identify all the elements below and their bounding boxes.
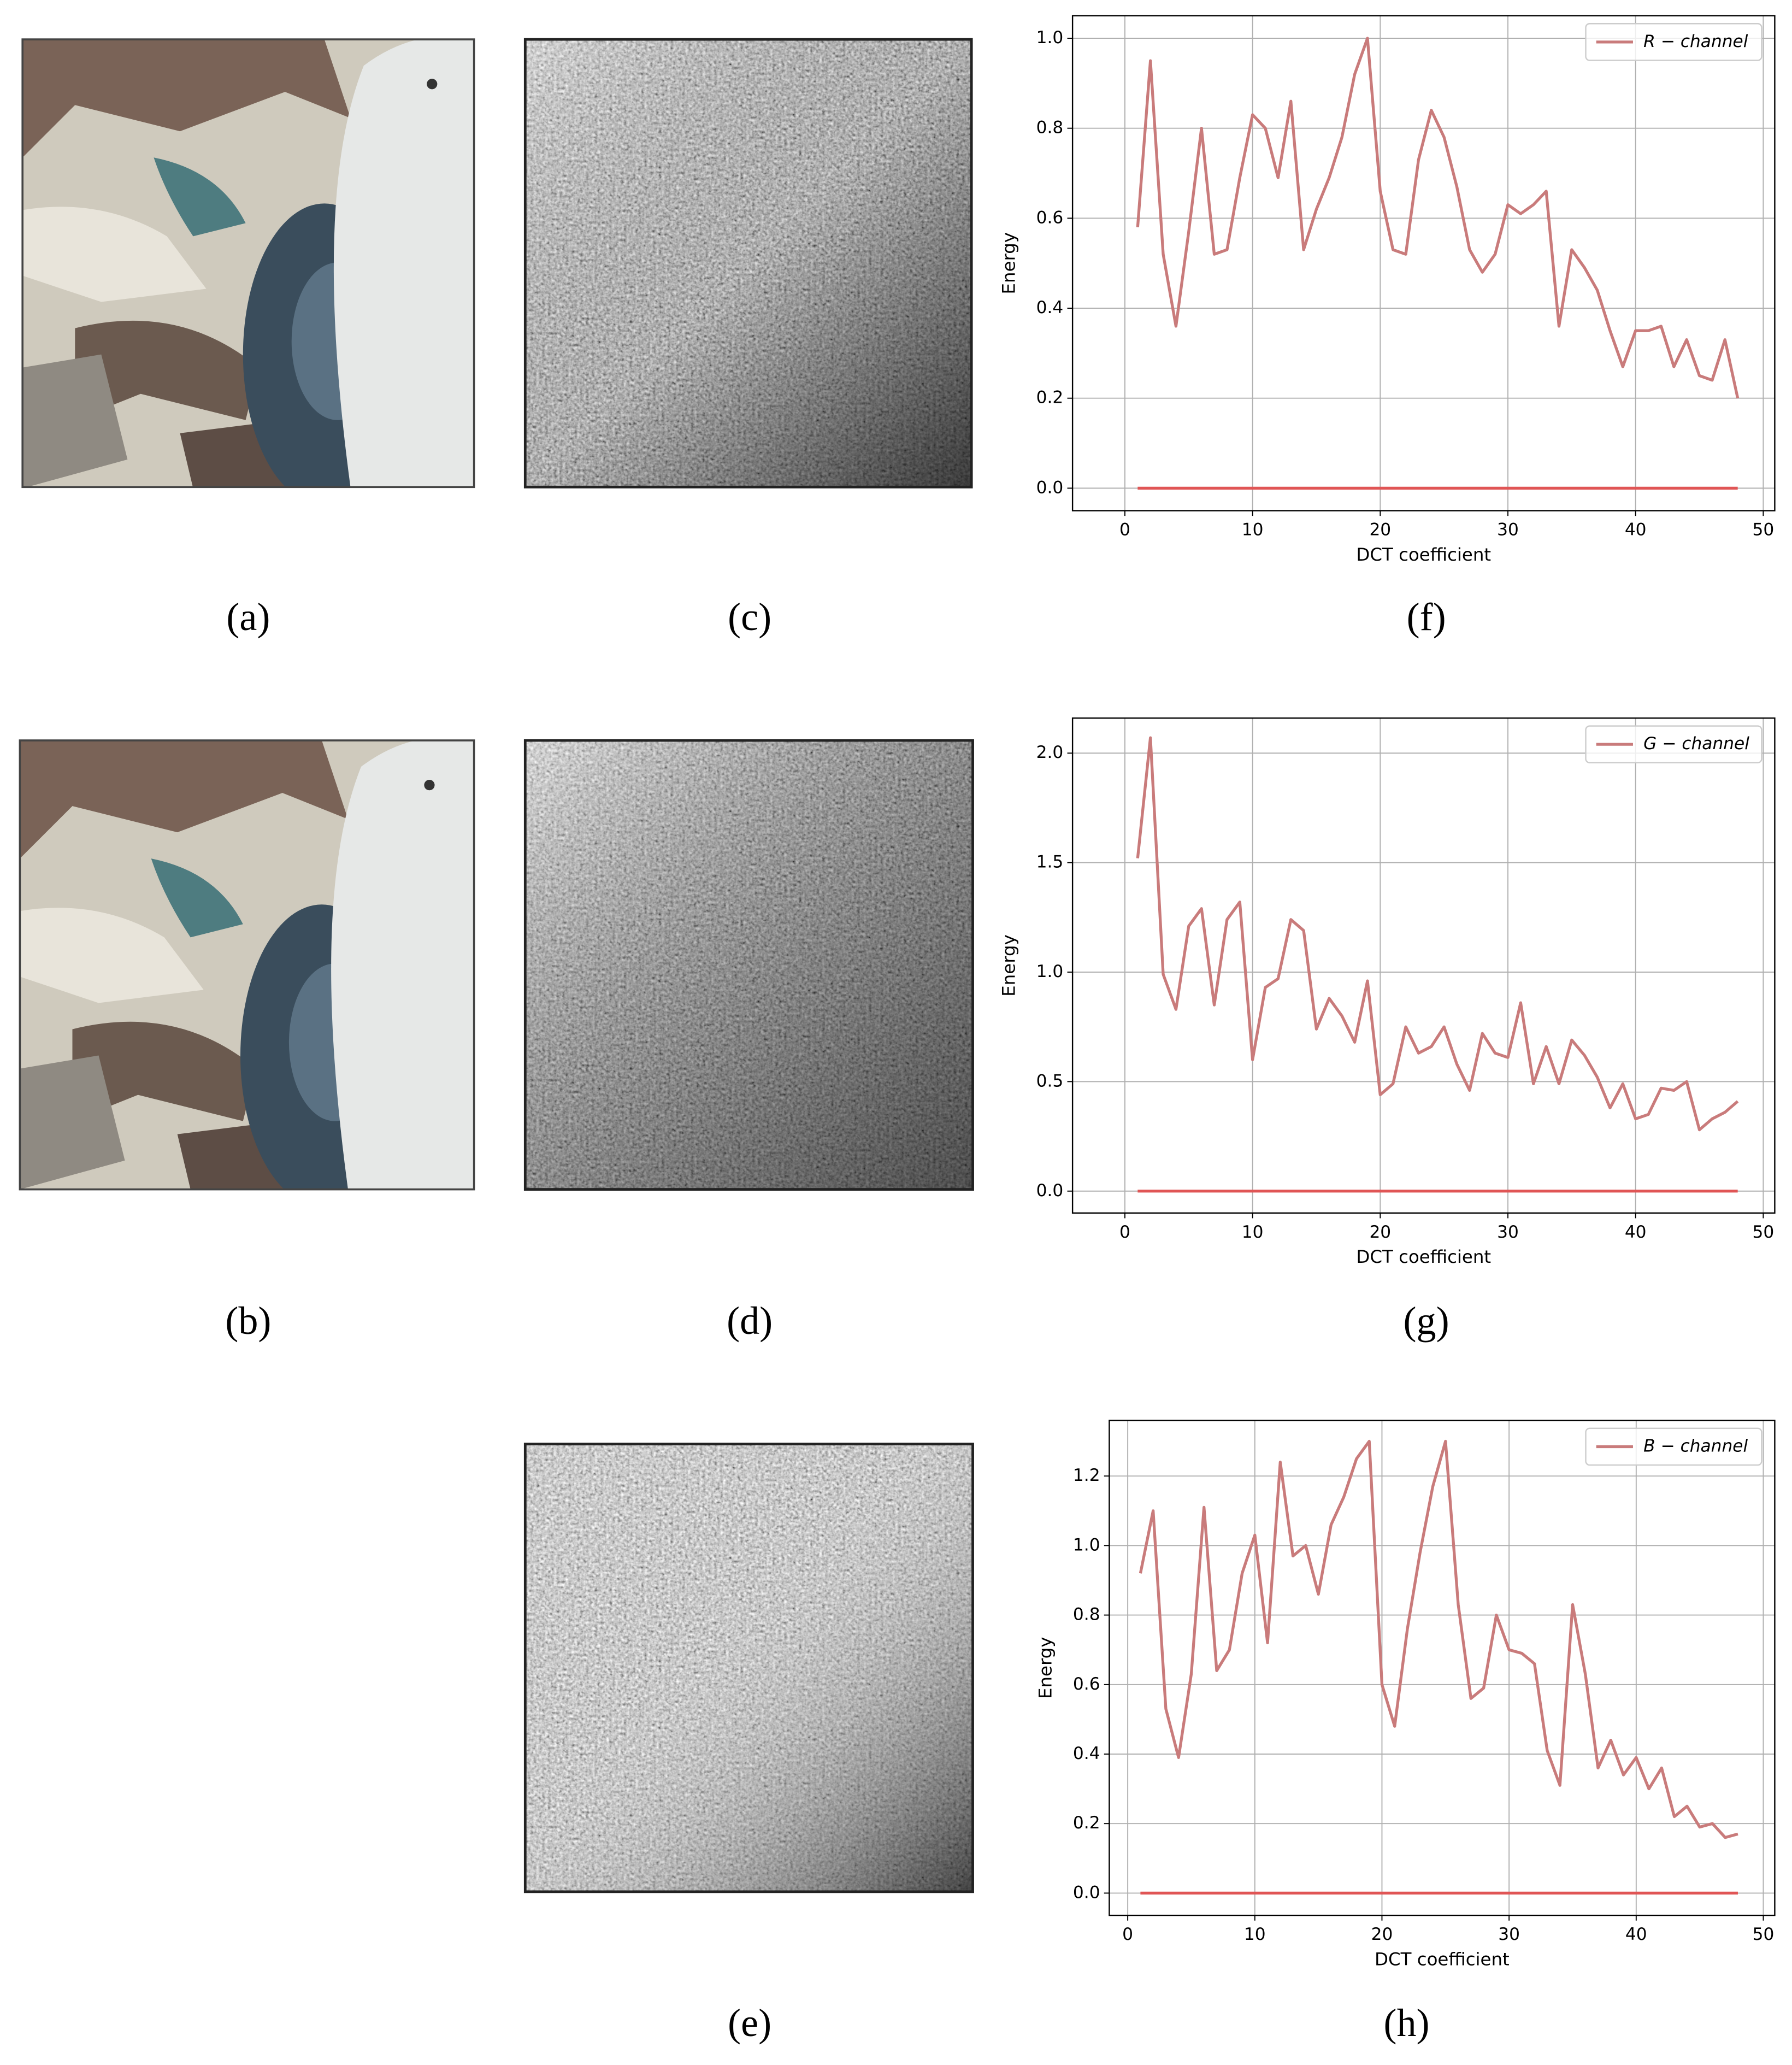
- x-tick-label: 10: [1242, 520, 1264, 540]
- noise-d: [523, 739, 974, 1191]
- axes-frame: [1071, 15, 1776, 511]
- y-tick-label: 0.8: [1036, 118, 1064, 138]
- y-tick-label: 0.0: [1036, 1181, 1064, 1201]
- x-tick-label: 0: [1119, 1222, 1130, 1242]
- y-tick-label: 0.0: [1036, 478, 1064, 497]
- y-tick-label: 1.0: [1036, 962, 1064, 981]
- x-axis-label: DCT coefficient: [1356, 544, 1491, 565]
- panel-label: (f): [1407, 595, 1446, 639]
- legend-entry: R − channel: [1643, 32, 1748, 51]
- series-line: [1136, 37, 1740, 399]
- legend-entry: B − channel: [1643, 1436, 1748, 1456]
- panel-label: (g): [1404, 1299, 1449, 1343]
- x-tick-label: 30: [1498, 1925, 1520, 1944]
- x-tick-label: 40: [1625, 520, 1647, 540]
- image-frame: [21, 38, 475, 489]
- x-axis-label: DCT coefficient: [1375, 1949, 1510, 1969]
- y-axis-label: Energy: [998, 934, 1019, 997]
- y-axis-label: Energy: [998, 232, 1019, 295]
- plot-area: [1072, 718, 1775, 1213]
- y-tick-label: 1.5: [1036, 852, 1064, 872]
- legend-box: [1585, 23, 1762, 61]
- photo-a: [22, 39, 474, 487]
- legend-entry: G − channel: [1643, 734, 1749, 754]
- y-tick-label: 0.2: [1036, 388, 1064, 408]
- x-tick-label: 30: [1497, 1222, 1519, 1242]
- y-axis-label: Energy: [1035, 1637, 1056, 1699]
- line-chart: 0.0 0.2 0.4 0.6 0.8 1.0 0 10 20 30 40 50 DCT coeffic…: [998, 15, 1776, 639]
- x-tick-label: 50: [1753, 520, 1775, 540]
- y-tick-label: 0.4: [1073, 1744, 1100, 1763]
- x-tick-label: 0: [1122, 1925, 1133, 1944]
- axes-frame: [1109, 1420, 1776, 1916]
- y-tick-label: 0.5: [1036, 1071, 1064, 1091]
- noise-e: [523, 1443, 974, 1893]
- panel-label: (e): [728, 2001, 771, 2045]
- y-tick-label: 1.0: [1036, 28, 1064, 48]
- x-tick-label: 0: [1119, 520, 1130, 540]
- plot-area: [1072, 15, 1775, 511]
- series-line: [1136, 736, 1739, 1132]
- legend-box: [1585, 1427, 1762, 1466]
- y-tick-label: 0.6: [1036, 208, 1064, 227]
- y-tick-label: 0.4: [1036, 298, 1064, 317]
- noise-c: [523, 38, 973, 489]
- x-axis-label: DCT coefficient: [1356, 1246, 1491, 1267]
- y-tick-label: 0.6: [1073, 1674, 1100, 1694]
- series-line: [1139, 1439, 1738, 1839]
- y-tick-label: 2.0: [1036, 743, 1064, 762]
- panel-label: (b): [225, 1299, 271, 1343]
- panel-label: (c): [728, 595, 771, 639]
- legend-box: [1585, 725, 1762, 764]
- x-tick-label: 20: [1369, 520, 1391, 540]
- panel-label: (a): [226, 595, 270, 639]
- y-tick-label: 0.8: [1073, 1605, 1100, 1625]
- x-tick-label: 10: [1244, 1925, 1266, 1944]
- panel-label: (h): [1384, 2001, 1430, 2045]
- panel-label: (d): [727, 1299, 773, 1343]
- photo-b: [20, 740, 474, 1190]
- axes-frame: [1071, 717, 1776, 1214]
- y-tick-label: 1.2: [1073, 1466, 1100, 1485]
- x-tick-label: 20: [1369, 1222, 1391, 1242]
- line-chart: 0.0 0.2 0.4 0.6 0.8 1.0 1.2 0 10 20 30 40 50 DCT coef…: [1035, 1420, 1776, 2045]
- x-tick-label: 50: [1753, 1925, 1775, 1944]
- line-chart: 0.0 0.5 1.0 1.5 2.0 0 10 20 30 40 50 DCT coefficien…: [998, 717, 1776, 1343]
- y-tick-label: 1.0: [1073, 1535, 1100, 1555]
- x-tick-label: 50: [1753, 1222, 1775, 1242]
- y-tick-label: 0.0: [1073, 1882, 1100, 1902]
- x-tick-label: 40: [1625, 1925, 1647, 1944]
- y-tick-label: 0.2: [1073, 1813, 1100, 1833]
- plot-area: [1109, 1420, 1775, 1916]
- x-tick-label: 10: [1242, 1222, 1264, 1242]
- x-tick-label: 40: [1625, 1222, 1647, 1242]
- image-frame: [19, 739, 475, 1191]
- x-tick-label: 20: [1371, 1925, 1393, 1944]
- x-tick-label: 30: [1497, 520, 1519, 540]
